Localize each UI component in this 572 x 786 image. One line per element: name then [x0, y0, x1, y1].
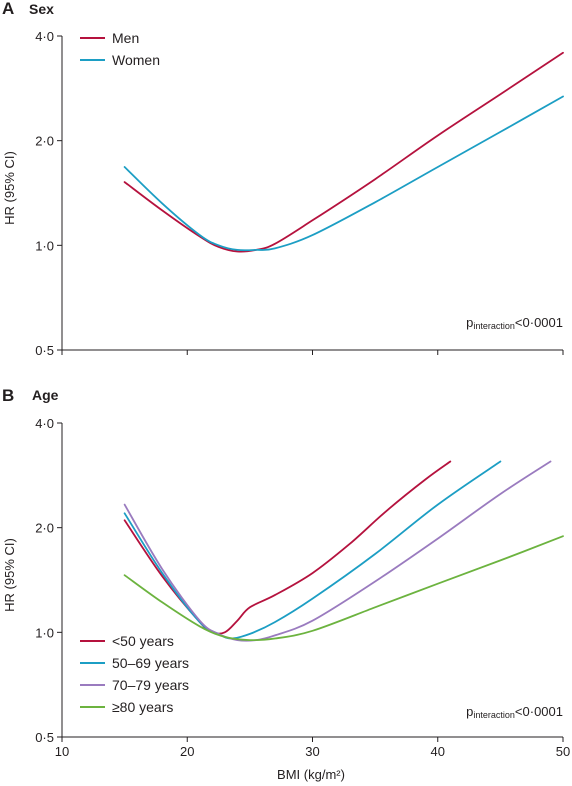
panel-b-y-tick-label: 2·0 — [35, 521, 54, 536]
panel-b-letter: B — [2, 386, 14, 405]
panel-b-series-line-4 — [123, 535, 564, 642]
panel-b-y-tick-label: 0·5 — [35, 730, 54, 745]
panel-a-letter: A — [2, 0, 14, 18]
panel-b-y-axis-title: HR (95% CI) — [2, 538, 17, 612]
panel-b-legend-label: ≥80 years — [112, 699, 173, 715]
panel-b-ticks: 0·5 1·0 2·0 4·0 10 20 30 40 50 — [35, 416, 570, 759]
panel-a-y-tick-label: 0·5 — [35, 343, 54, 358]
panel-b-legend: <50 years 50–69 years 70–79 years ≥80 years — [80, 633, 189, 715]
panel-b-legend-label: <50 years — [112, 633, 174, 649]
panel-a-legend-label: Women — [112, 52, 160, 68]
panel-b-x-tick-label: 20 — [180, 744, 194, 759]
panel-b-p-interaction: pinteraction<0·0001 — [466, 704, 563, 720]
panel-a-series-line-1 — [123, 51, 564, 253]
x-axis-title: BMI (kg/m²) — [277, 767, 345, 782]
panel-b: B Age HR (95% CI) 0·5 1·0 2·0 4·0 10 20 30 40 50… — [2, 386, 570, 782]
panel-a-legend: Men Women — [80, 30, 160, 68]
panel-a-legend-label: Men — [112, 30, 139, 46]
panel-b-series-line-2 — [123, 460, 502, 640]
panel-a-axes — [61, 36, 563, 351]
panel-b-legend-label: 50–69 years — [112, 655, 189, 671]
panel-b-legend-label: 70–79 years — [112, 677, 189, 693]
panel-b-x-tick-label: 50 — [556, 744, 570, 759]
panel-a-y-tick-label: 2·0 — [35, 134, 54, 149]
panel-b-series-line-1 — [123, 460, 452, 635]
panel-b-title: Age — [32, 387, 59, 403]
panel-a-y-tick-label: 1·0 — [35, 238, 54, 253]
panel-a-series-line-2 — [123, 95, 564, 252]
panel-a-ticks: 0·5 1·0 2·0 4·0 — [35, 29, 564, 358]
panel-b-x-tick-label: 10 — [55, 744, 69, 759]
panel-b-y-tick-label: 4·0 — [35, 416, 54, 431]
panel-b-series-lines — [123, 460, 564, 642]
panel-a-y-axis-title: HR (95% CI) — [2, 151, 17, 225]
panel-a-y-tick-label: 4·0 — [35, 29, 54, 44]
panel-a-series-lines — [123, 51, 564, 253]
panel-b-x-tick-label: 40 — [431, 744, 445, 759]
panel-a: A Sex HR (95% CI) 0·51·02·04·0 MenWomen … — [2, 0, 564, 358]
panel-b-x-tick-label: 30 — [305, 744, 319, 759]
panel-b-y-tick-label: 1·0 — [35, 625, 54, 640]
panel-a-p-interaction: pinteraction<0·0001 — [466, 315, 563, 331]
panel-a-title: Sex — [29, 1, 54, 17]
panel-b-series-line-3 — [123, 460, 552, 642]
